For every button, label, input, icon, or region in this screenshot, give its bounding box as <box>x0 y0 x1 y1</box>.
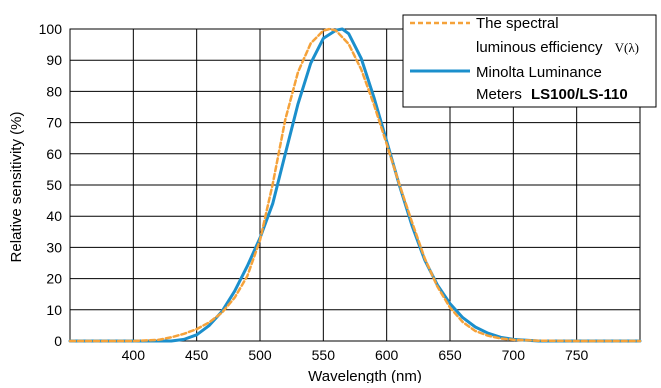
grid <box>69 28 641 342</box>
x-tick-label-750: 750 <box>565 347 589 363</box>
legend-vlambda-line1: The spectral <box>476 15 559 32</box>
y-tick-label-50: 50 <box>46 177 62 193</box>
plot-frame <box>69 28 641 342</box>
legend-minolta-line1: Minolta Luminance <box>476 64 602 81</box>
x-tick-label-550: 550 <box>312 347 336 363</box>
y-tick-label-90: 90 <box>46 52 62 68</box>
series-line-vlambda <box>68 27 642 343</box>
legend-vlambda-line2-text: luminous efficiency <box>476 39 603 56</box>
y-tick-label-70: 70 <box>46 115 62 131</box>
y-tick-label-20: 20 <box>46 271 62 287</box>
y-tick-label-0: 0 <box>54 333 62 349</box>
x-tick-label-450: 450 <box>185 347 209 363</box>
tick-labels: 0 10 20 30 40 50 60 70 80 90 100 400 450 500 550 600 650… <box>39 21 589 363</box>
series-line-minolta <box>68 27 642 343</box>
legend-minolta-model: LS100/LS-110 <box>531 86 628 103</box>
legend-box <box>402 14 657 108</box>
x-tick-label-400: 400 <box>122 347 146 363</box>
legend-vlambda-symbol: V(λ) <box>615 40 639 55</box>
y-tick-label-60: 60 <box>46 146 62 162</box>
y-tick-label-30: 30 <box>46 239 62 255</box>
y-tick-label-80: 80 <box>46 83 62 99</box>
x-tick-label-500: 500 <box>248 347 272 363</box>
x-tick-label-650: 650 <box>438 347 462 363</box>
legend: The spectral luminous efficiency V(λ) Mi… <box>402 14 657 108</box>
y-tick-label-40: 40 <box>46 208 62 224</box>
y-axis-title: Relative sensitivity (%) <box>8 112 25 263</box>
x-tick-label-700: 700 <box>502 347 526 363</box>
legend-minolta-line2: Meters LS100/LS-110 <box>476 86 628 103</box>
x-tick-label-600: 600 <box>375 347 399 363</box>
y-tick-label-10: 10 <box>46 302 62 318</box>
x-axis-title: Wavelength (nm) <box>308 368 422 383</box>
legend-vlambda-line2: luminous efficiency V(λ) <box>476 39 639 56</box>
series-lines <box>68 27 642 343</box>
y-tick-label-100: 100 <box>39 21 63 37</box>
legend-minolta-line2-text: Meters <box>476 86 522 103</box>
